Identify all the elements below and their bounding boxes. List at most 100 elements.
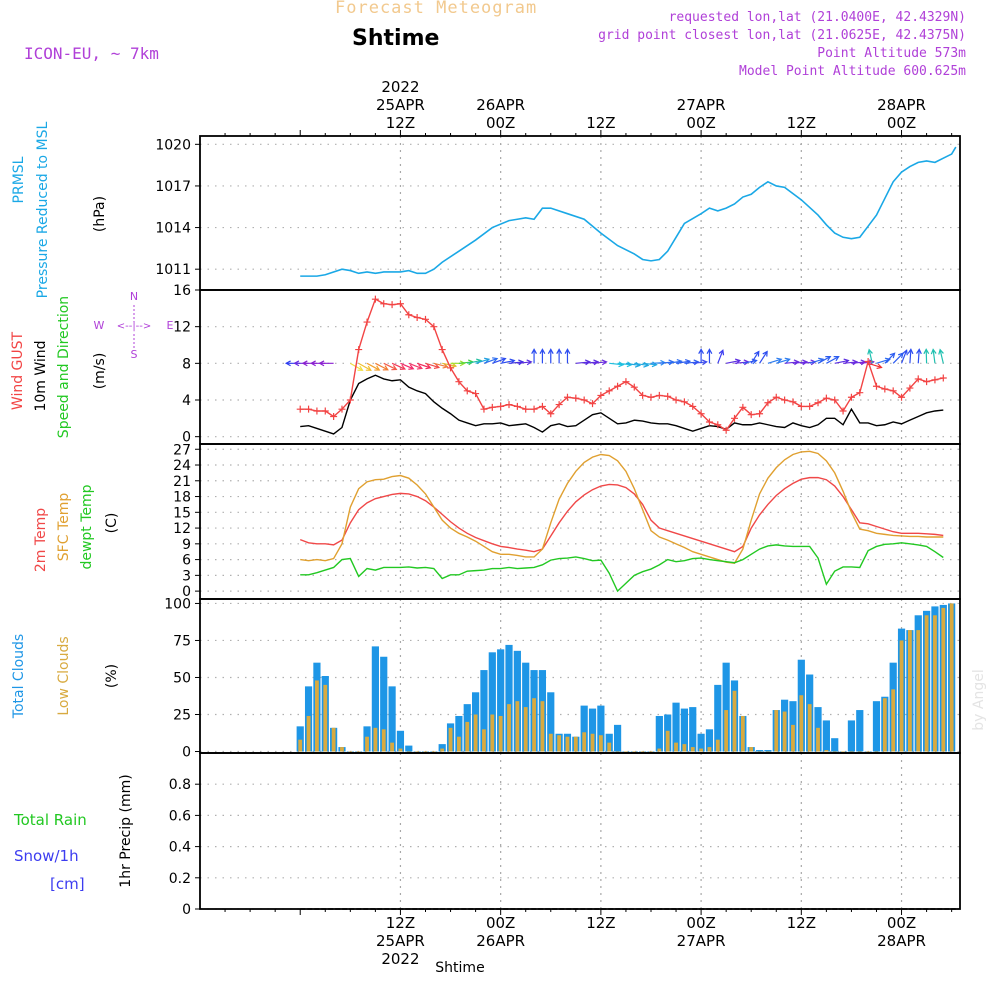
pressure-frame: [199, 135, 961, 291]
low-cloud-bar: [857, 751, 862, 753]
wind-arrow-shaft: [692, 361, 707, 364]
low-cloud-bar: [615, 751, 620, 753]
wind-direction-arrow: [706, 348, 713, 364]
wind-gust-marker: [597, 391, 605, 399]
precipitation-frame: [199, 752, 961, 910]
wind-direction-arrow: [923, 348, 930, 364]
low-cloud-bar: [841, 751, 845, 753]
wind-arrow-shaft: [634, 362, 649, 367]
wind-direction-arrow: [531, 348, 537, 364]
wind-gust-marker: [396, 300, 404, 308]
precip-axis-title: 1hr Precip (mm): [118, 774, 134, 887]
wind-direction-arrow: [843, 359, 859, 366]
total-cloud-bar: [588, 708, 597, 752]
wind-gust-marker: [881, 385, 889, 393]
low-cloud-bar: [573, 736, 578, 752]
low-cloud-bar: [390, 742, 394, 752]
low-cloud-bar: [866, 751, 871, 753]
wind-arrow-head: [754, 350, 760, 357]
wind-direction-arrow: [564, 348, 571, 364]
low-cloud-bar: [799, 695, 804, 752]
wind-arrow-head: [391, 365, 398, 371]
wind-gust-marker: [296, 405, 304, 413]
watermark-text: by Angel: [971, 669, 987, 730]
wind-arrow-head: [301, 360, 308, 367]
wind-gust-marker: [413, 314, 421, 321]
total-cloud-bar: [672, 702, 680, 752]
low-cloud-bar: [924, 615, 929, 752]
low-cloud-bar: [707, 747, 712, 752]
low-cloud-bar: [632, 751, 637, 753]
precipitation-panel: 0 0.2 0.4 0.6 0.8: [169, 753, 960, 918]
wind-arrow-shaft: [884, 352, 896, 364]
temperature-ytick-label: 24: [173, 458, 191, 474]
wind-gust-marker: [814, 399, 822, 407]
top-time-label: 12Z: [787, 114, 816, 132]
wind-gust-marker: [630, 383, 638, 391]
total-cloud-bar: [764, 750, 772, 752]
top-time-label: 00Z: [887, 114, 916, 132]
low-cloud-bar: [457, 736, 461, 752]
pressure-axis-title: PRMSL: [11, 156, 27, 203]
wind-arrow-shaft: [939, 349, 944, 364]
clouds-ytick-label: 50: [173, 670, 191, 686]
wind-arrow-head: [938, 348, 944, 355]
wind-gust-marker: [321, 407, 329, 415]
bottom-time-label: 25APR: [376, 932, 425, 950]
low-cloud-bar: [916, 630, 921, 752]
wind-gust-marker: [731, 414, 739, 422]
wind-arrow-shaft: [391, 362, 406, 370]
wind-gust-marker: [513, 402, 521, 410]
total-cloud-bar: [505, 644, 513, 752]
temperature-ytick-label: 27: [173, 442, 191, 458]
total-cloud-bar: [580, 705, 588, 752]
wind-arrow-head: [833, 356, 840, 362]
wind-gust-marker: [923, 378, 931, 386]
meteogram-title: Forecast Meteogram: [335, 0, 538, 18]
wind-direction-arrow: [425, 362, 441, 370]
wind-arrow-shaft: [408, 362, 423, 369]
total-cloud-bar: [488, 652, 496, 752]
low-cloud-bar: [732, 690, 737, 752]
total-cloud-bar: [655, 715, 663, 752]
top-time-label: 27APR: [677, 96, 726, 114]
wind-gust-marker: [497, 402, 505, 410]
rain-axis-title: Total Rain: [13, 811, 87, 829]
wind-arrow-shaft: [617, 362, 632, 366]
bottom-time-label: 00Z: [686, 914, 715, 932]
wind-gust-marker: [931, 376, 939, 384]
wind-gust-marker: [455, 378, 463, 386]
wind-direction-arrow: [884, 352, 896, 364]
wind-direction-arrow: [930, 348, 937, 364]
wind-arrow-shaft: [909, 349, 912, 364]
wind-gust-marker: [605, 387, 613, 395]
wind-arrow-head: [556, 348, 563, 355]
snow-axis-title: Snow/1h: [14, 847, 79, 865]
wind-gust-marker: [639, 391, 647, 399]
wind-gust-marker: [338, 405, 346, 413]
wind-direction-arrow: [375, 362, 389, 371]
low-cloud-bar: [540, 701, 545, 752]
wind-arrow-head: [930, 348, 937, 355]
temp2m-axis-title: 2m Temp: [33, 508, 49, 572]
temperature-ytick-label: 15: [173, 505, 191, 521]
wind-gust-marker: [772, 393, 780, 401]
wind-gust-marker: [447, 364, 455, 372]
total-cloud-bar: [405, 745, 413, 752]
low-cloud-bar: [473, 714, 478, 752]
wind-gust-marker: [330, 413, 338, 420]
low-cloud-bar: [690, 747, 695, 752]
wind-arrow-shaft: [609, 362, 624, 366]
wind-direction-arrow: [692, 359, 708, 366]
total-cloud-bar: [296, 726, 304, 752]
grid-point-lonlat: grid point closest lon,lat (21.0625E, 42…: [598, 28, 966, 43]
wind-arrow-head: [889, 352, 896, 359]
wind-arrow-head: [408, 364, 415, 370]
wind-arrow-head: [416, 364, 424, 370]
pressure-panel: 1011 1014 1017 1020: [155, 136, 960, 290]
wind-gust-marker: [672, 396, 680, 404]
pressure-ytick-label: 1020: [155, 137, 191, 153]
low-cloud-bar: [423, 751, 428, 753]
low-cloud-bar: [949, 603, 954, 752]
